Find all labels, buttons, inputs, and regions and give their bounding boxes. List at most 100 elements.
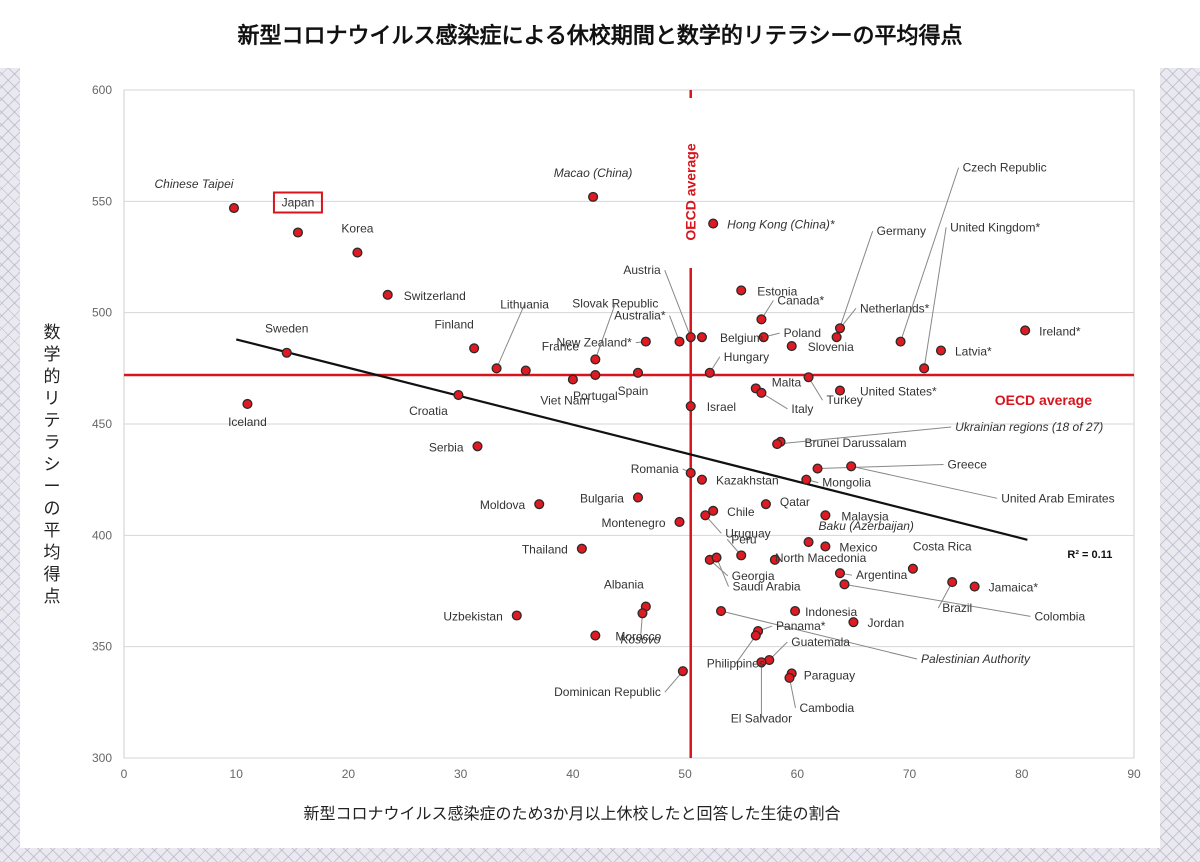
label-greece: Greece xyxy=(948,458,988,472)
leader-cambodia xyxy=(788,677,796,708)
point-switzerland xyxy=(382,289,393,300)
leader-lines xyxy=(496,167,1031,719)
label-italy: Italy xyxy=(791,402,813,416)
y-tick-label-400: 400 xyxy=(92,528,112,542)
label-saudi-arabia: Saudi Arabia xyxy=(733,580,801,594)
point-costa-rica xyxy=(907,563,918,574)
x-tick-label-70: 70 xyxy=(903,767,917,781)
point-thailand xyxy=(576,543,587,554)
y-tick-label-600: 600 xyxy=(92,83,112,97)
point-indonesia xyxy=(790,605,801,617)
leader-philippines xyxy=(735,635,757,664)
label-ukrainian-regions-18-of-27: Ukrainian regions (18 of 27) xyxy=(955,420,1103,434)
label-costa-rica: Costa Rica xyxy=(913,540,972,554)
point-kazakhstan xyxy=(696,474,707,485)
point-cambodia xyxy=(784,672,795,683)
point-turkey xyxy=(803,372,814,383)
label-latvia: Latvia* xyxy=(955,345,992,359)
x-tick-label-40: 40 xyxy=(566,767,580,781)
y-axis-label-char: 数 xyxy=(44,323,61,342)
point-austria xyxy=(685,332,696,343)
point-peru xyxy=(736,550,747,561)
data-points xyxy=(228,191,1031,683)
point-croatia xyxy=(453,390,464,401)
label-chinese-taipei: Chinese Taipei xyxy=(155,177,234,191)
point-poland xyxy=(758,332,769,343)
label-austria: Austria xyxy=(623,263,661,277)
label-kosovo: Kosovo xyxy=(620,632,660,646)
leader-lithuania xyxy=(496,304,526,369)
point-canada xyxy=(756,314,767,325)
y-axis-label-char: シ xyxy=(44,455,61,474)
label-morocco: Morocco xyxy=(615,630,661,644)
y-tick-label-350: 350 xyxy=(92,640,112,654)
point-palestinian-authority xyxy=(715,605,727,617)
y-tick-label-550: 550 xyxy=(92,194,112,208)
label-el-salvador: El Salvador xyxy=(731,711,792,725)
point-philippines xyxy=(750,630,761,641)
label-ireland: Ireland* xyxy=(1039,324,1081,338)
point-viet-nam xyxy=(567,374,578,385)
label-dominican-republic: Dominican Republic xyxy=(554,685,661,699)
label-chile: Chile xyxy=(727,505,755,519)
label-united-states: United States* xyxy=(860,385,937,399)
x-tick-label-10: 10 xyxy=(230,767,244,781)
point-israel xyxy=(685,401,696,412)
label-united-arab-emirates: United Arab Emirates xyxy=(1001,491,1114,505)
point-romania xyxy=(685,467,696,479)
x-tick-label-90: 90 xyxy=(1127,767,1141,781)
point-italy xyxy=(756,387,767,398)
oecd-average-horizontal-label: OECD average xyxy=(995,392,1092,408)
point-iceland xyxy=(242,398,253,410)
label-kazakhstan: Kazakhstan xyxy=(716,474,779,488)
point-germany xyxy=(831,332,842,343)
point-chinese-taipei xyxy=(228,202,240,214)
label-serbia: Serbia xyxy=(429,440,464,454)
point-chile xyxy=(708,505,719,516)
x-tick-label-60: 60 xyxy=(791,767,805,781)
y-axis-label-char: 均 xyxy=(44,543,61,562)
grid-lines xyxy=(123,89,1135,759)
point-argentina xyxy=(834,568,846,579)
point-greece xyxy=(812,463,823,474)
leader-germany xyxy=(836,230,874,338)
point-ukrainian-regions-18-of-27 xyxy=(772,438,783,450)
label-paraguay: Paraguay xyxy=(804,668,855,682)
point-portugal xyxy=(590,369,601,381)
leader-greece xyxy=(817,464,944,470)
label-hungary: Hungary xyxy=(724,350,769,364)
leader-united-arab-emirates xyxy=(851,465,998,499)
point-labels: Chinese Taipei Japan Korea Switzerland Swede… xyxy=(155,161,1115,726)
label-cambodia: Cambodia xyxy=(799,701,854,715)
label-korea: Korea xyxy=(341,222,373,236)
point-morocco xyxy=(590,630,601,641)
japan-highlight-box xyxy=(272,191,323,214)
point-macao-china xyxy=(588,191,599,202)
point-slovenia xyxy=(786,341,797,352)
label-germany: Germany xyxy=(877,224,926,238)
label-albania: Albania xyxy=(604,578,644,592)
point-north-macedonia xyxy=(769,554,780,565)
point-estonia xyxy=(736,285,747,296)
y-tick-label-450: 450 xyxy=(92,417,112,431)
label-poland: Poland xyxy=(784,326,821,340)
point-belgium xyxy=(696,332,707,343)
page-title: 新型コロナウイルス感染症による休校期間と数学的リテラシーの平均得点 xyxy=(237,24,963,49)
leader-united-kingdom xyxy=(923,227,947,369)
y-axis-label-char: の xyxy=(44,499,61,518)
point-baku-azerbaijan xyxy=(803,536,814,548)
oecd-average-vertical-label: OECD average xyxy=(683,143,699,240)
label-brunei-darussalam: Brunei Darussalam xyxy=(805,436,907,450)
point-bulgaria xyxy=(632,492,644,503)
trend-layer: R² = 0.11 xyxy=(235,338,1112,561)
label-switzerland: Switzerland xyxy=(404,289,466,303)
label-malta: Malta xyxy=(772,375,802,389)
point-spain xyxy=(632,367,644,378)
label-new-zealand: New Zealand* xyxy=(556,336,632,350)
leader-austria xyxy=(664,269,692,338)
label-portugal: Portugal xyxy=(573,389,618,403)
point-sweden xyxy=(281,347,292,358)
label-indonesia: Indonesia xyxy=(805,605,857,619)
point-el-salvador xyxy=(756,657,767,668)
point-finland xyxy=(469,343,480,354)
